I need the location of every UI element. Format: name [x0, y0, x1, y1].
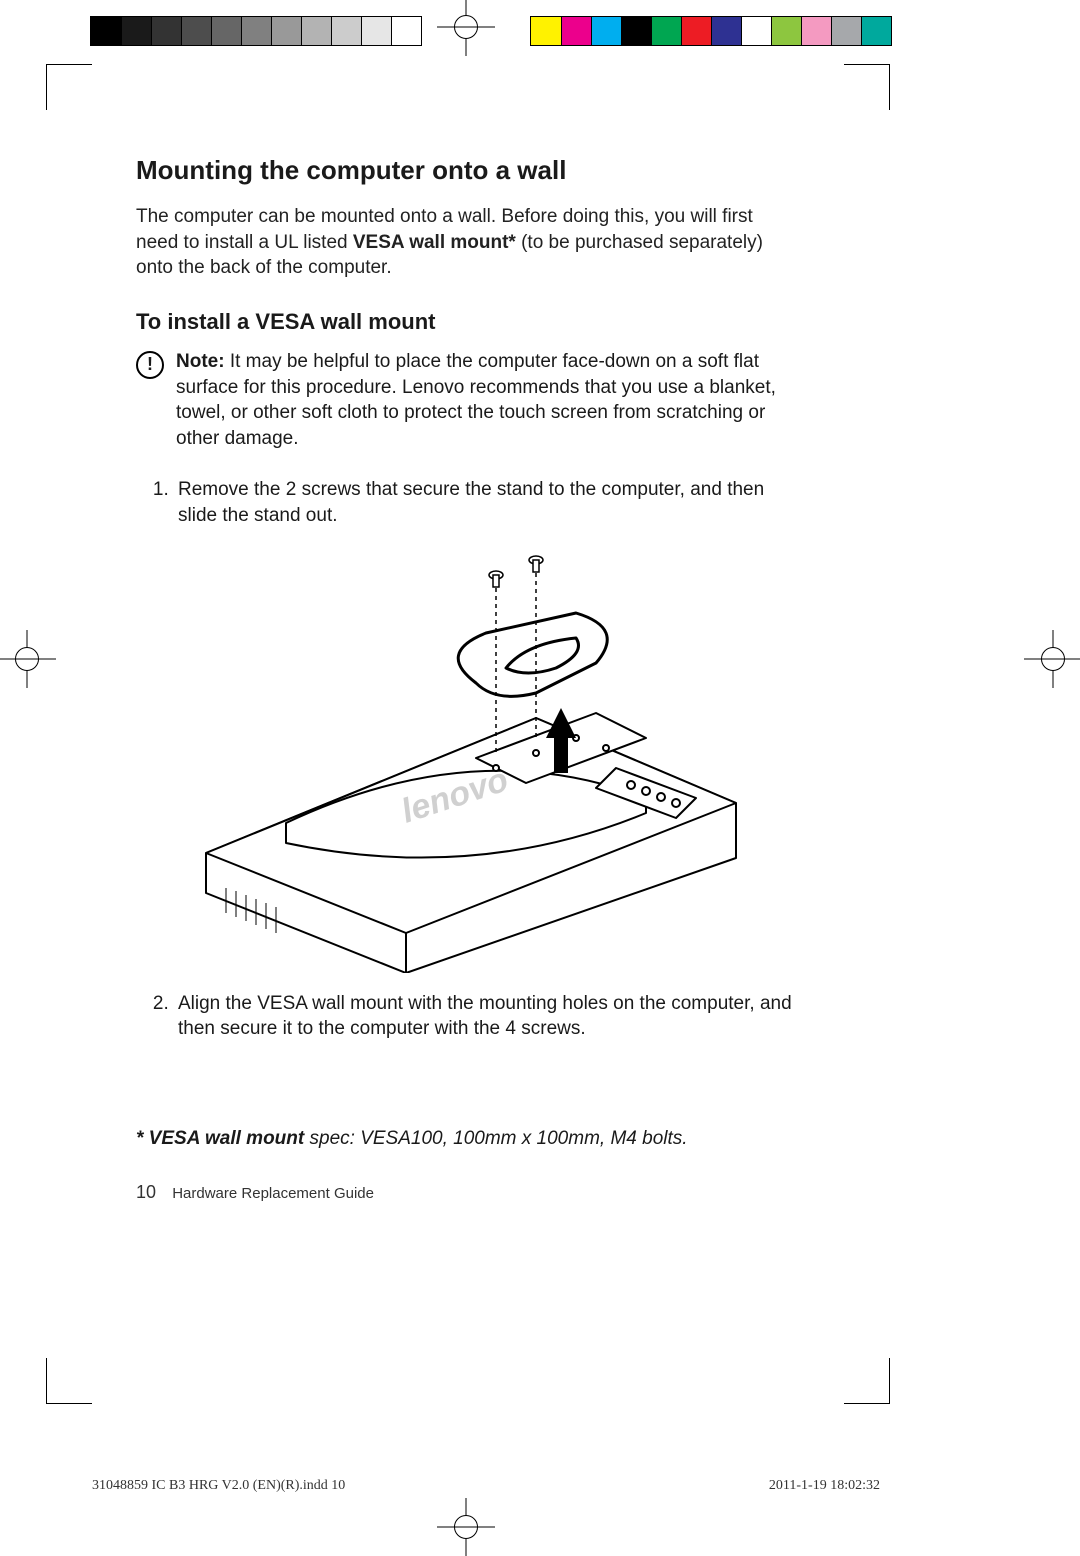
- color-swatch: [361, 17, 391, 45]
- grayscale-calibration-bar: [90, 16, 422, 46]
- computer-illustration: lenovo: [176, 543, 756, 973]
- registration-mark-left: [0, 630, 56, 688]
- print-slug-right: 2011-1-19 18:02:32: [769, 1478, 880, 1494]
- crop-mark-top-left: [46, 64, 92, 110]
- note-icon: !: [136, 351, 164, 379]
- registration-mark-bottom: [437, 1498, 495, 1556]
- color-swatch: [861, 17, 891, 45]
- color-swatch: [711, 17, 741, 45]
- color-swatch: [681, 17, 711, 45]
- registration-mark-top: [437, 0, 495, 56]
- color-swatch: [621, 17, 651, 45]
- color-swatch: [831, 17, 861, 45]
- note-label: Note:: [176, 351, 225, 372]
- color-calibration-bar: [530, 16, 892, 46]
- page: Mounting the computer onto a wall The co…: [0, 0, 1080, 1554]
- color-swatch: [531, 17, 561, 45]
- footnote-rest: spec: VESA100, 100mm x 100mm, M4 bolts.: [304, 1128, 687, 1149]
- page-footer: 10 Hardware Replacement Guide: [136, 1182, 374, 1203]
- subsection-heading: To install a VESA wall mount: [136, 309, 796, 335]
- color-swatch: [331, 17, 361, 45]
- color-swatch: [151, 17, 181, 45]
- steps-list: Remove the 2 screws that secure the stan…: [136, 477, 796, 528]
- color-swatch: [561, 17, 591, 45]
- color-swatch: [91, 17, 121, 45]
- steps-list-continued: Align the VESA wall mount with the mount…: [136, 991, 796, 1042]
- color-swatch: [801, 17, 831, 45]
- page-number: 10: [136, 1182, 156, 1202]
- document-body: Mounting the computer onto a wall The co…: [136, 155, 796, 1056]
- crop-mark-bottom-left: [46, 1358, 92, 1404]
- guide-title: Hardware Replacement Guide: [172, 1185, 374, 1202]
- intro-text-bold: VESA wall mount*: [353, 232, 516, 253]
- print-slug-left: 31048859 IC B3 HRG V2.0 (EN)(R).indd 10: [92, 1478, 345, 1494]
- step-2: Align the VESA wall mount with the mount…: [174, 991, 796, 1042]
- crop-mark-top-right: [844, 64, 890, 110]
- color-swatch: [121, 17, 151, 45]
- footnote: * VESA wall mount spec: VESA100, 100mm x…: [136, 1128, 796, 1150]
- crop-mark-bottom-right: [844, 1358, 890, 1404]
- registration-mark-right: [1024, 630, 1080, 688]
- figure: lenovo: [136, 543, 796, 973]
- color-swatch: [771, 17, 801, 45]
- color-swatch: [741, 17, 771, 45]
- color-swatch: [211, 17, 241, 45]
- color-swatch: [271, 17, 301, 45]
- note-body: It may be helpful to place the computer …: [176, 351, 776, 449]
- note-text: Note: It may be helpful to place the com…: [176, 349, 796, 452]
- color-swatch: [241, 17, 271, 45]
- section-heading: Mounting the computer onto a wall: [136, 155, 796, 186]
- note-block: ! Note: It may be helpful to place the c…: [136, 349, 796, 452]
- color-swatch: [301, 17, 331, 45]
- color-swatch: [391, 17, 421, 45]
- intro-paragraph: The computer can be mounted onto a wall.…: [136, 204, 796, 281]
- color-swatch: [181, 17, 211, 45]
- color-swatch: [651, 17, 681, 45]
- step-1: Remove the 2 screws that secure the stan…: [174, 477, 796, 528]
- footnote-bold: * VESA wall mount: [136, 1128, 304, 1149]
- color-swatch: [591, 17, 621, 45]
